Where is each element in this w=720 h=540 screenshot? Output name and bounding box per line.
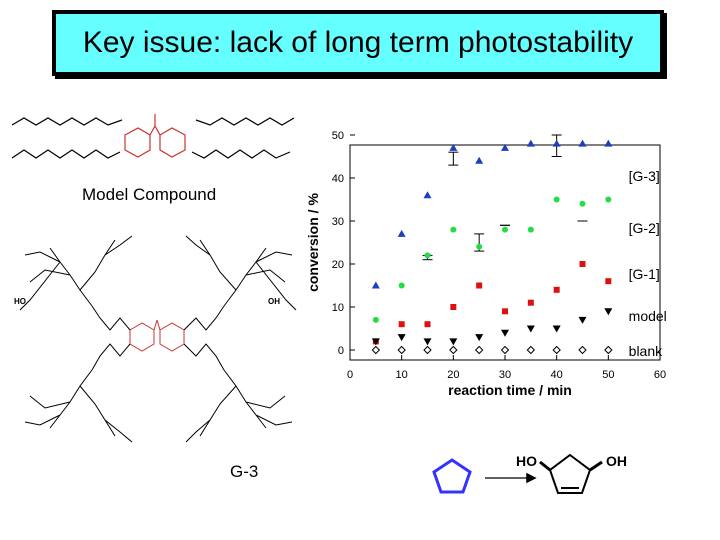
cyclopentene-diol-ring <box>548 453 592 494</box>
data-point <box>527 226 534 233</box>
data-point <box>371 281 380 289</box>
data-point <box>553 196 560 203</box>
x-axis-label: reaction time / min <box>448 382 572 398</box>
dendrimer-label: G-3 <box>230 462 259 481</box>
data-point <box>397 334 406 342</box>
data-point <box>398 321 405 328</box>
slide-title: Key issue: lack of long term photostabil… <box>82 26 634 59</box>
data-point <box>579 200 586 207</box>
x-tick-label: 30 <box>499 369 511 381</box>
data-point <box>526 139 535 147</box>
data-point <box>449 143 458 151</box>
data-point <box>553 286 560 293</box>
plot-frame <box>349 144 661 361</box>
model-compound-label: Model Compound <box>82 185 217 204</box>
data-point <box>397 229 406 237</box>
data-point <box>449 345 458 355</box>
data-point <box>423 345 432 355</box>
data-point <box>604 308 613 316</box>
data-point <box>526 345 536 355</box>
data-point <box>397 345 406 355</box>
data-point <box>449 338 458 346</box>
data-point <box>474 345 484 355</box>
data-point <box>371 345 381 355</box>
terminal-oh-label: OH <box>268 297 280 306</box>
title-banner: Key issue: lack of long term photostabil… <box>52 10 664 76</box>
y-tick-label: 40 <box>332 173 344 185</box>
legend-label: [G-1] <box>629 266 660 282</box>
x-tick-label: 10 <box>396 369 408 381</box>
data-point <box>604 345 613 355</box>
terminal-ho-label: HO <box>14 297 26 306</box>
x-tick-label: 50 <box>602 369 614 381</box>
y-tick-label: 0 <box>338 345 344 357</box>
x-tick-label: 60 <box>654 369 666 381</box>
y-axis-label: conversion / % <box>305 193 321 292</box>
y-tick-label: 20 <box>332 259 344 271</box>
data-point <box>398 282 405 289</box>
legend-label: blank <box>629 343 663 359</box>
data-point <box>578 139 587 147</box>
data-point <box>578 345 587 355</box>
data-point <box>476 243 483 250</box>
data-point <box>578 316 587 324</box>
x-tick-label: 20 <box>447 369 459 381</box>
data-point <box>604 139 613 147</box>
x-tick-label: 0 <box>347 369 353 381</box>
product-ho-label: HO <box>516 453 537 469</box>
y-tick-label: 30 <box>332 216 344 228</box>
terminal-groups: HO OH <box>14 297 280 306</box>
product-oh-label: OH <box>606 453 627 469</box>
data-point <box>423 191 432 199</box>
data-point <box>552 139 561 147</box>
data-point <box>502 308 508 315</box>
data-point <box>476 282 483 289</box>
model-compound-structure <box>11 114 295 159</box>
legend-label: [G-3] <box>629 168 660 184</box>
data-point <box>424 321 431 328</box>
legend-label: model <box>629 308 667 324</box>
data-point <box>605 196 612 203</box>
dendrimer-structure <box>19 235 297 443</box>
data-point <box>526 325 535 333</box>
data-point <box>450 304 457 310</box>
data-point <box>527 299 534 306</box>
cyclopentadiene-ring <box>432 458 472 494</box>
data-point <box>605 278 612 285</box>
y-tick-label: 10 <box>332 302 344 314</box>
data-point <box>423 338 432 346</box>
data-point <box>475 334 484 342</box>
data-point <box>475 156 484 164</box>
data-point <box>450 226 457 233</box>
data-point <box>501 329 509 337</box>
data-point <box>552 325 561 333</box>
data-point <box>372 316 379 323</box>
x-tick-label: 40 <box>551 369 563 381</box>
legend-label: [G-2] <box>629 220 660 236</box>
data-point <box>371 338 380 346</box>
data-point <box>579 261 586 267</box>
data-point <box>424 252 431 259</box>
data-point <box>501 143 509 151</box>
reaction-scheme <box>432 453 603 494</box>
y-tick-label: 50 <box>332 130 344 142</box>
data-point <box>552 345 561 355</box>
data-point <box>502 226 508 233</box>
data-point <box>500 345 510 355</box>
